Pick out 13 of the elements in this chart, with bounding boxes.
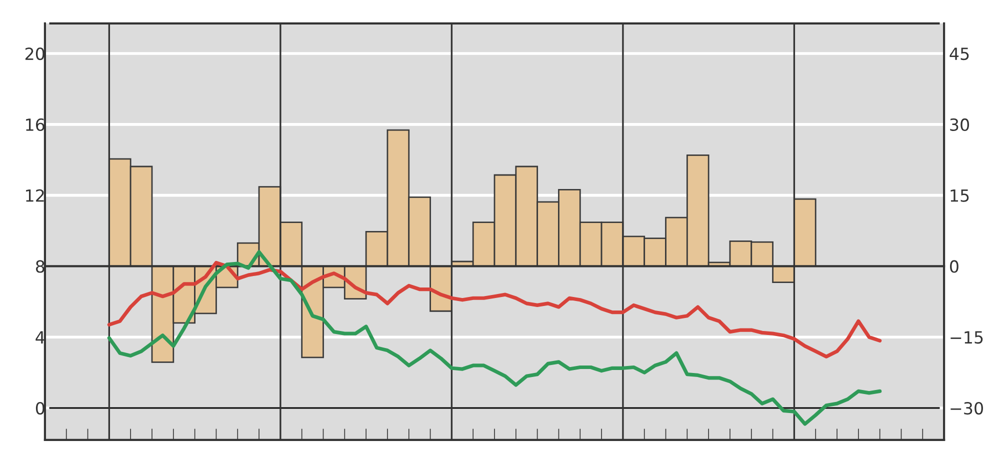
y-tick-label: 4 (36, 331, 45, 344)
y-tick-label: 45 (950, 48, 969, 60)
y-tick-label: 30 (950, 118, 970, 131)
y-tick-label: 16 (26, 118, 44, 131)
y-tick-label: 8 (36, 260, 44, 273)
y-tick-label: 20 (25, 47, 44, 60)
line-series (107, 260, 882, 358)
y-tick-label: 12 (26, 189, 44, 202)
y-tick-label: 15 (950, 190, 969, 202)
y-tick-label: 0 (950, 260, 958, 273)
y-tick-label: −15 (950, 331, 983, 344)
y-tick-label: 0 (36, 402, 44, 415)
y-tick-label: −30 (950, 402, 983, 415)
